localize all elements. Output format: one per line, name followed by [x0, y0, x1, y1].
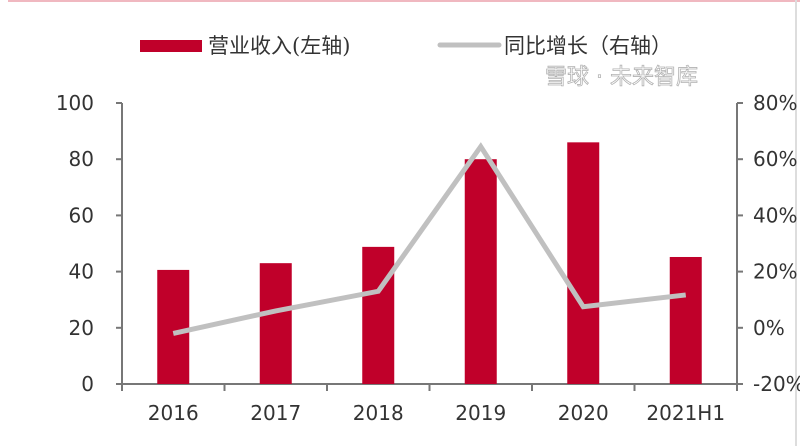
left-tick-label: 100 — [56, 91, 94, 115]
legend-swatch-revenue — [140, 40, 202, 52]
right-border — [795, 0, 797, 446]
legend-label-growth: 同比增长（右轴） — [504, 34, 672, 58]
bar-2016 — [157, 269, 190, 384]
left-tick-label: 0 — [81, 372, 94, 396]
bar-2017 — [259, 263, 292, 384]
bar-2019 — [464, 159, 497, 384]
growth-line — [172, 142, 687, 336]
right-tick-label: 0% — [753, 316, 785, 340]
left-tick-label: 80 — [69, 147, 94, 171]
x-tick-label: 2017 — [250, 401, 301, 425]
x-tick-label: 2018 — [353, 401, 404, 425]
left-tick-label: 20 — [69, 316, 94, 340]
bar-2021H1 — [669, 256, 702, 384]
bar-2020 — [567, 142, 600, 384]
x-tick-label: 2019 — [455, 401, 506, 425]
bar-2018 — [362, 246, 395, 384]
right-tick-label: 80% — [753, 91, 797, 115]
right-tick-label: 60% — [753, 147, 797, 171]
left-tick-label: 40 — [69, 260, 94, 284]
top-border — [8, 0, 800, 2]
left-tick-label: 60 — [69, 203, 94, 227]
right-tick-label: 20% — [753, 260, 797, 284]
x-tick-label: 2020 — [558, 401, 609, 425]
x-tick-label: 2021H1 — [646, 401, 725, 425]
x-tick-label: 2016 — [148, 401, 199, 425]
watermark: 雪球 · 未来智库 — [545, 65, 698, 90]
legend-label-revenue: 营业收入(左轴) — [208, 34, 350, 58]
right-tick-label: -20% — [753, 372, 800, 396]
right-tick-label: 40% — [753, 203, 797, 227]
